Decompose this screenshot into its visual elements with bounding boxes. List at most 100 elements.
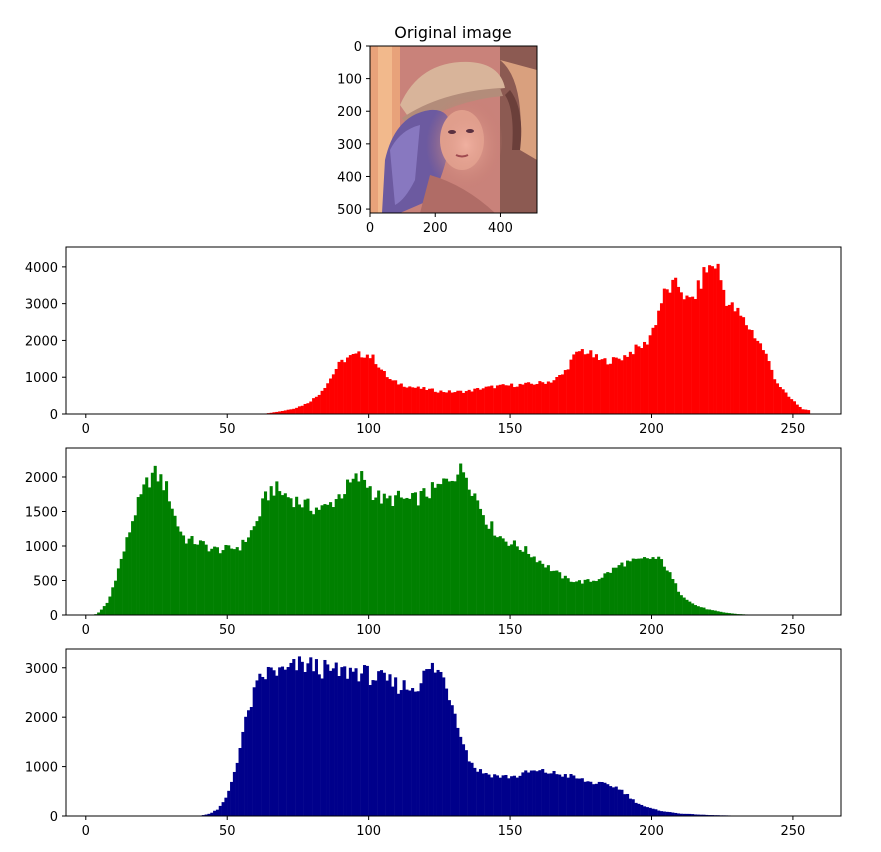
- histogram-bar: [464, 477, 468, 615]
- histogram-bar: [119, 558, 123, 615]
- histogram-bar: [377, 490, 381, 615]
- histogram-bar: [708, 265, 712, 414]
- histogram-bar: [114, 580, 118, 615]
- histogram-bar: [428, 669, 432, 816]
- histogram-bar: [309, 510, 313, 615]
- histogram-bar: [300, 661, 304, 816]
- histogram-bar: [798, 406, 802, 414]
- histogram-bar: [693, 814, 697, 816]
- histogram-bar: [507, 778, 511, 816]
- histogram-bar: [583, 354, 587, 414]
- histogram-bar: [682, 813, 686, 816]
- histogram-bar: [645, 807, 649, 816]
- histogram-bar: [204, 814, 208, 816]
- histogram-bar: [620, 562, 624, 615]
- histogram-bar: [484, 773, 488, 816]
- histogram-bar: [563, 370, 567, 414]
- histogram-bar: [490, 777, 494, 816]
- histogram-bar: [549, 773, 553, 816]
- histogram-bar: [600, 577, 604, 615]
- histogram-bar: [580, 583, 584, 615]
- blue-histogram: 0 50 100 150 200 250 0 1000 2000 3000: [25, 648, 842, 839]
- histogram-bar: [498, 384, 502, 414]
- histogram-bar: [699, 814, 703, 816]
- histogram-bar: [546, 565, 550, 615]
- histogram-bar: [648, 807, 652, 816]
- histogram-bar: [504, 541, 508, 615]
- y-tick-label: 0: [50, 408, 58, 423]
- histogram-bar: [297, 504, 302, 615]
- histogram-bar: [133, 515, 137, 615]
- histogram-bar: [643, 806, 647, 816]
- histogram-bar: [306, 403, 310, 414]
- histogram-bar: [374, 364, 378, 414]
- histogram-bar: [334, 499, 338, 615]
- histogram-bar: [125, 537, 129, 615]
- histogram-bar: [668, 292, 672, 414]
- histogram-bar: [679, 813, 683, 816]
- x-tick-label: 200: [639, 623, 664, 638]
- histogram-bar: [504, 385, 508, 414]
- x-tick-label: 200: [639, 824, 664, 839]
- histogram-bar: [589, 350, 593, 414]
- histogram-bar: [566, 369, 570, 414]
- histogram-bar: [696, 814, 700, 816]
- histogram-bar: [555, 774, 559, 816]
- histogram-bar: [572, 775, 576, 816]
- histogram-bar: [623, 566, 627, 615]
- histogram-bar: [97, 612, 101, 615]
- histogram-bar: [396, 693, 401, 816]
- histogram-bar: [470, 495, 474, 615]
- histogram-bar: [459, 390, 463, 414]
- histogram-bar: [507, 545, 511, 615]
- histogram-bar: [461, 472, 466, 615]
- histogram-bar: [563, 575, 567, 615]
- histogram-bar: [173, 515, 177, 615]
- histogram-bar: [478, 389, 483, 414]
- histogram-bar: [784, 392, 788, 414]
- histogram-bar: [487, 386, 491, 414]
- histogram-bar: [611, 357, 615, 414]
- histogram-bar: [362, 665, 367, 816]
- x-tick-label: 0: [82, 422, 90, 437]
- histogram-bar: [343, 362, 347, 414]
- histogram-bar: [705, 272, 709, 414]
- histogram-bar: [320, 390, 324, 414]
- histogram-bar: [142, 484, 146, 615]
- histogram-bar: [343, 494, 347, 615]
- histogram-bar: [552, 380, 556, 414]
- image-x-tick-label: 0: [366, 221, 374, 236]
- histogram-bar: [654, 809, 658, 816]
- histogram-bar: [351, 353, 355, 414]
- plot-frame: [65, 246, 842, 415]
- histogram-bar: [470, 391, 474, 414]
- histogram-bar: [685, 599, 689, 615]
- histogram-bar: [365, 354, 369, 414]
- histogram-bar: [592, 357, 596, 414]
- histogram-bar: [442, 392, 446, 414]
- histogram-bar: [645, 344, 649, 414]
- histogram-bar: [422, 387, 426, 414]
- histogram-bar: [391, 506, 395, 615]
- histogram-bar: [685, 813, 689, 816]
- histogram-bar: [518, 383, 522, 414]
- x-tick-label: 0: [82, 623, 90, 638]
- histogram-bar: [583, 781, 587, 816]
- histogram-bar: [221, 550, 225, 615]
- histogram-bar: [241, 731, 245, 816]
- histogram-bar: [668, 812, 672, 816]
- histogram-bar: [515, 777, 519, 816]
- histogram-bar: [303, 671, 307, 816]
- histogram-bar: [263, 491, 268, 615]
- histogram-bar: [309, 401, 313, 414]
- histogram-bar: [280, 495, 285, 615]
- histogram-bar: [577, 351, 582, 414]
- histogram-bar: [676, 591, 681, 615]
- histogram-bar: [671, 279, 675, 414]
- histogram-bar: [524, 546, 528, 615]
- histogram-bar: [501, 775, 505, 816]
- histogram-bar: [473, 493, 477, 615]
- histogram-bar: [343, 666, 347, 816]
